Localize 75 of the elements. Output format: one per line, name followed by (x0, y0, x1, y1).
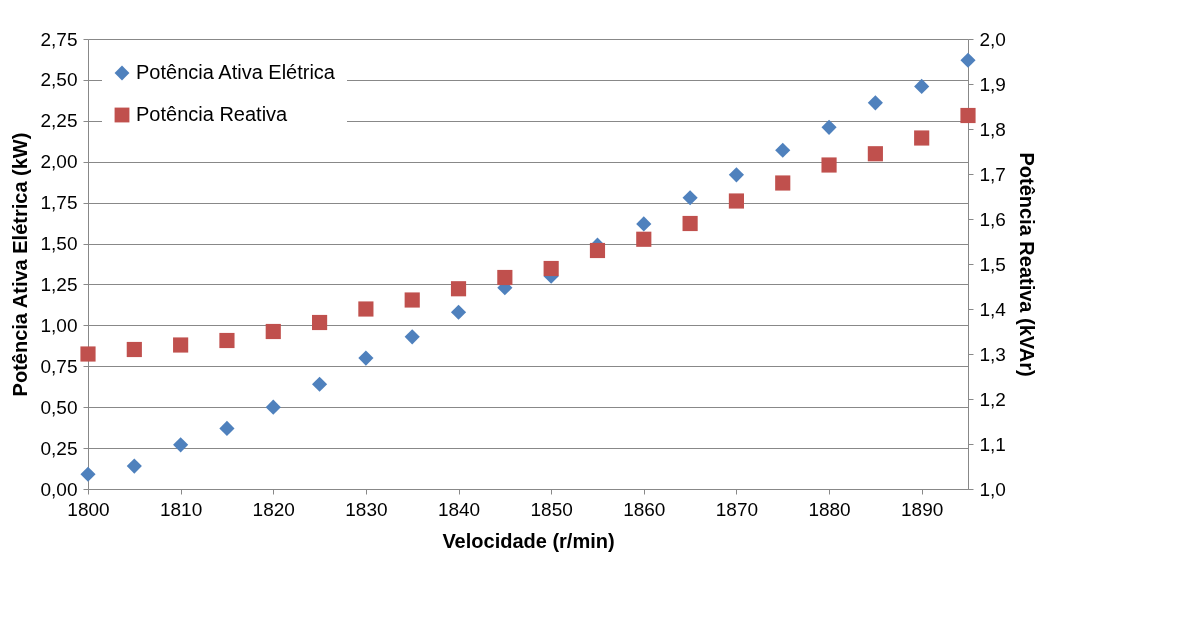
y2-tick-label: 1,0 (979, 478, 1006, 500)
point (358, 350, 374, 366)
point (265, 399, 281, 415)
y2-tick-label: 1,7 (979, 163, 1006, 185)
x-tick-label: 1850 (530, 498, 573, 520)
point (358, 301, 374, 317)
legend-label: Potência Reativa (136, 103, 289, 125)
point (867, 146, 883, 162)
point (775, 175, 791, 191)
y-tick-label: 0,75 (40, 355, 78, 377)
point (173, 337, 189, 353)
x-tick-label: 1840 (437, 498, 481, 520)
x-tick-label: 1860 (623, 498, 666, 520)
point (497, 269, 513, 286)
point (173, 437, 189, 453)
point (914, 78, 930, 95)
y2-tick-label: 1,1 (979, 433, 1006, 455)
x-tick-label: 1800 (67, 498, 110, 520)
y-tick-label: 1,25 (40, 273, 78, 295)
point (404, 292, 420, 308)
point (589, 242, 606, 259)
y-tick-label: 2,50 (40, 69, 78, 91)
x-tick-label: 1820 (252, 498, 295, 520)
point (960, 52, 976, 68)
y2-tick-label: 1,2 (979, 388, 1006, 410)
x-tick-label: 1830 (345, 498, 388, 520)
point (636, 216, 652, 232)
y2-tick-label: 1,9 (979, 73, 1006, 95)
x-axis-title: Velocidade (r/min) (442, 529, 615, 552)
y-tick-label: 0,50 (40, 396, 78, 418)
y-axis-title: Potência Ativa Elétrica (kW) (8, 132, 31, 397)
y2-axis-title: Potência Reativa (kVAr) (1015, 152, 1038, 377)
y-tick-label: 1,75 (40, 192, 78, 214)
y-tick-label: 0,25 (40, 437, 78, 459)
y-tick-label: 2,00 (40, 151, 78, 173)
y-tick-label: 1,50 (40, 233, 78, 255)
point (404, 329, 420, 345)
point (636, 231, 652, 247)
point (821, 157, 837, 173)
y-tick-label: 0,00 (40, 478, 78, 500)
point (914, 130, 930, 146)
y-tick-label: 1,00 (40, 314, 78, 336)
x-tick-label: 1810 (159, 498, 203, 520)
y-tick-label: 2,75 (40, 28, 78, 50)
y2-tick-label: 1,6 (979, 208, 1006, 230)
point (312, 314, 328, 331)
point (126, 341, 142, 358)
y2-tick-label: 1,8 (979, 118, 1006, 140)
point (219, 332, 235, 349)
point (821, 119, 837, 135)
y2-tick-label: 1,4 (979, 298, 1007, 320)
point (219, 420, 235, 437)
point (126, 458, 142, 474)
x-tick-label: 1870 (715, 498, 759, 520)
y2-tick-label: 2,0 (979, 28, 1006, 50)
point (960, 107, 976, 124)
point (265, 323, 281, 340)
y2-tick-label: 1,3 (979, 343, 1006, 365)
point (80, 346, 96, 362)
point (728, 167, 744, 183)
point (312, 376, 328, 392)
point (450, 281, 467, 297)
x-tick-label: 1880 (808, 498, 851, 520)
point (682, 215, 698, 232)
point (775, 142, 791, 158)
point (682, 190, 698, 206)
point (80, 466, 96, 482)
y-tick-label: 2,25 (40, 110, 78, 132)
y2-tick-label: 1,5 (979, 253, 1006, 275)
legend-label: Potência Ativa Elétrica (136, 61, 336, 83)
x-tick-label: 1890 (901, 498, 944, 520)
point (867, 95, 883, 111)
point (450, 304, 467, 320)
point (728, 193, 744, 209)
point (543, 260, 559, 277)
